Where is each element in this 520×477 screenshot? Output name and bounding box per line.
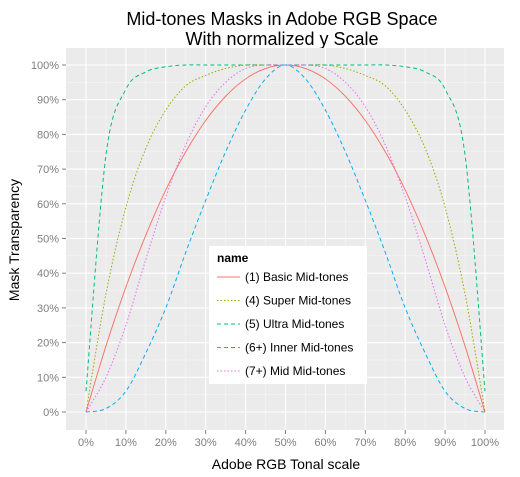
x-tick-label: 100%: [471, 437, 499, 449]
x-tick-label: 50%: [274, 437, 296, 449]
y-tick-label: 20%: [37, 338, 59, 350]
y-tick-label: 40%: [37, 268, 59, 280]
x-tick-label: 40%: [235, 437, 257, 449]
legend: name (1) Basic Mid-tones (4) Super Mid-to…: [209, 246, 367, 384]
legend-title: name: [217, 251, 249, 265]
y-tick-labels: 0% 10% 20% 30% 40% 50% 60% 70% 80% 90% 100%: [31, 60, 66, 419]
series-line-3: [85, 64, 486, 392]
x-tick-label: 60%: [314, 437, 336, 449]
legend-label-5: (7+) Mid Mid-tones: [245, 364, 345, 378]
x-tick-label: 0%: [78, 437, 94, 449]
y-tick-label: 30%: [37, 303, 59, 315]
x-tick-label: 30%: [195, 437, 217, 449]
x-tick-label: 20%: [155, 437, 177, 449]
chart-title-line1: Mid-tones Masks in Adobe RGB Space: [126, 9, 437, 29]
y-tick-label: 10%: [37, 372, 59, 384]
legend-label-4: (6+) Inner Mid-tones: [245, 341, 353, 355]
series-line-5: [85, 64, 486, 413]
x-tick-label: 10%: [115, 437, 137, 449]
y-tick-label: 60%: [37, 199, 59, 211]
y-tick-label: 100%: [31, 60, 59, 72]
legend-background: [209, 246, 367, 384]
x-tick-labels: 0% 10% 20% 30% 40% 50% 60% 70% 80% 90% 100%: [78, 430, 499, 449]
y-tick-label: 50%: [37, 234, 59, 246]
series-line-4: [85, 64, 486, 413]
legend-items: (1) Basic Mid-tones (4) Super Mid-tones (5…: [217, 270, 353, 378]
x-tick-label: 70%: [354, 437, 376, 449]
y-tick-label: 80%: [37, 129, 59, 141]
y-axis-title: Mask Transparency: [6, 179, 22, 301]
legend-label-1: (1) Basic Mid-tones: [245, 270, 348, 284]
y-tick-label: 90%: [37, 95, 59, 107]
x-tick-label: 90%: [434, 437, 456, 449]
legend-label-2: (4) Super Mid-tones: [245, 294, 351, 308]
x-tick-label: 80%: [394, 437, 416, 449]
chart-title-line2: With normalized y Scale: [185, 29, 378, 49]
series-lines: [85, 64, 486, 413]
y-tick-label: 70%: [37, 164, 59, 176]
x-axis-title: Adobe RGB Tonal scale: [212, 456, 361, 472]
legend-label-3: (5) Ultra Mid-tones: [245, 317, 344, 331]
y-tick-label: 0%: [43, 407, 59, 419]
